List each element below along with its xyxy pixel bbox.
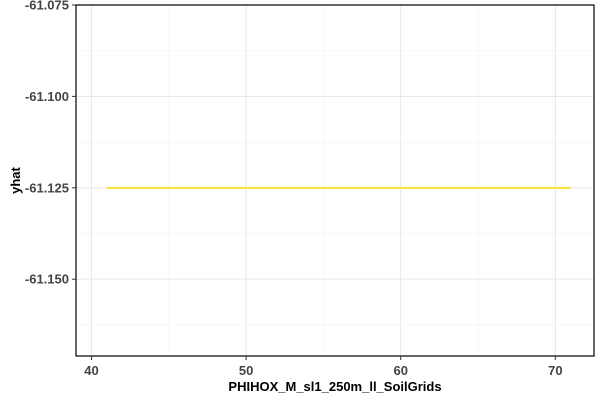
x-tick-label: 40 — [84, 363, 98, 378]
y-tick-label: -61.150 — [25, 272, 69, 287]
y-axis-title: yhat — [8, 166, 23, 193]
x-tick-label: 60 — [393, 363, 407, 378]
y-tick-label: -61.125 — [25, 180, 69, 195]
y-tick-label: -61.100 — [25, 89, 69, 104]
x-axis-title: PHIHOX_M_sl1_250m_ll_SoilGrids — [228, 379, 441, 394]
x-tick-label: 50 — [239, 363, 253, 378]
y-axis-ticks: -61.075 -61.100 -61.125 -61.150 — [25, 0, 76, 287]
x-axis-ticks: 40 50 60 70 — [84, 356, 563, 378]
y-tick-label: -61.075 — [25, 0, 69, 13]
grid-minor — [76, 5, 594, 356]
x-tick-label: 70 — [548, 363, 562, 378]
panel-border — [75, 4, 595, 357]
